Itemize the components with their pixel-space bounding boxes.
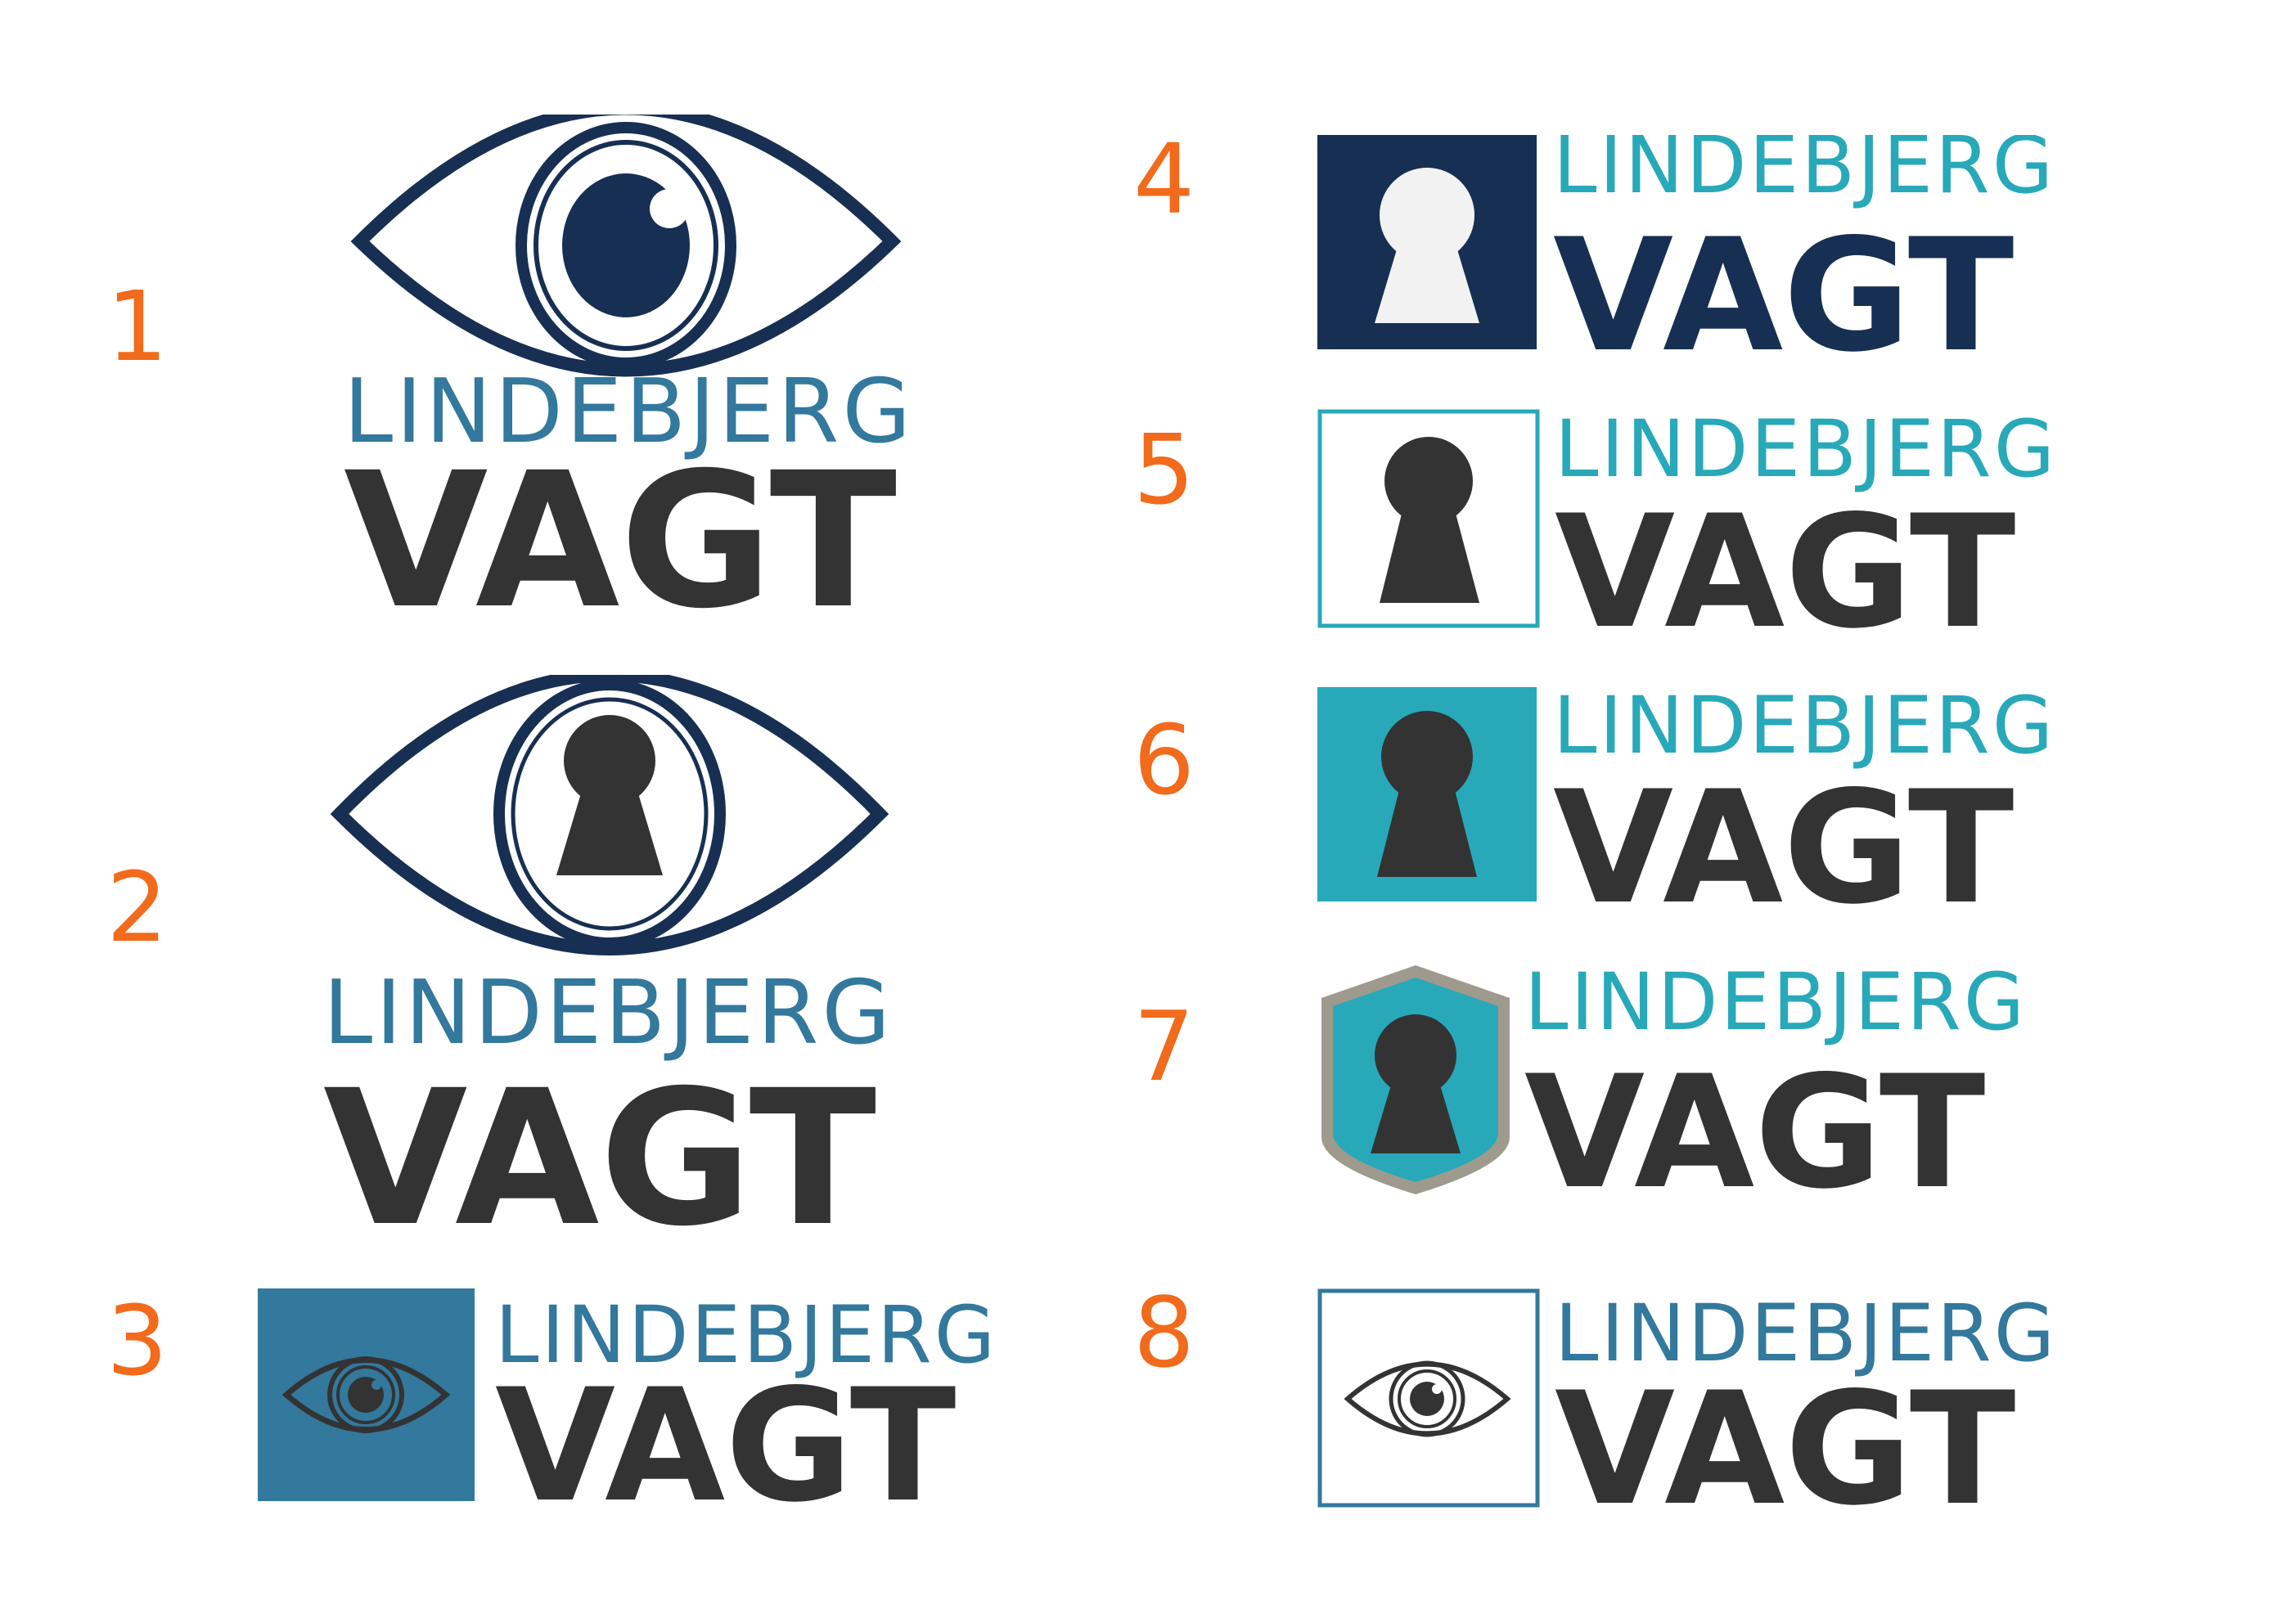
logo-variant-3: LINDEBJERG VAGT [258,1288,997,1509]
eye-icon [281,1356,451,1433]
brand-line2: VAGT [495,1355,956,1509]
variant-number-7: 7 [1133,990,1195,1103]
variant-number-3: 3 [106,1284,169,1397]
logo-variant-4: LINDEBJERG VAGT [1317,135,2055,356]
logo-variant-6: LINDEBJERG VAGT [1317,687,2055,908]
brand-line1: LINDEBJERG [495,1289,997,1381]
brand-line2: VAGT [1553,758,2014,908]
variant-number-6: 6 [1133,704,1195,816]
variant-number-2: 2 [106,851,169,964]
brand-line1: LINDEBJERG [1524,965,2027,1048]
brand-line2: VAGT [1555,1359,2015,1513]
brand-line1: LINDEBJERG [1553,687,2055,771]
brand-line2: VAGT [344,432,897,622]
brand-line2: VAGT [1555,482,2015,634]
eye-keyhole-icon [330,675,889,955]
logo-variant-1: LINDEBJERG VAGT [344,115,914,622]
brand-line1: LINDEBJERG [323,962,894,1064]
logo-variant-8: LINDEBJERG VAGT [1317,1288,2057,1513]
keyhole-icon [1371,1014,1461,1153]
logo-variant-7: LINDEBJERG VAGT [1321,965,2027,1198]
keyhole-icon [1377,711,1477,877]
variant-number-1: 1 [106,270,169,383]
variant-number-5: 5 [1133,413,1195,526]
keyhole-icon [1380,437,1479,603]
brand-line1: LINDEBJERG [1555,1288,2057,1379]
keyhole-icon [1375,168,1479,323]
brand-line2: VAGT [323,1050,876,1239]
brand-line2: VAGT [1524,1042,1985,1198]
keyhole-icon [556,715,663,875]
variant-number-8: 8 [1133,1276,1195,1389]
logo-variant-5: LINDEBJERG VAGT [1317,409,2057,634]
eye-icon [1344,1360,1511,1437]
emblem-square [1317,1288,1540,1508]
eye-icon [350,115,902,377]
brand-line1: LINDEBJERG [1553,135,2055,211]
brand-line1: LINDEBJERG [344,361,914,463]
brand-line2: VAGT [1553,205,2014,356]
variant-number-4: 4 [1133,123,1195,236]
brand-line1: LINDEBJERG [1555,409,2057,495]
logo-variant-2: LINDEBJERG VAGT [323,675,894,1239]
